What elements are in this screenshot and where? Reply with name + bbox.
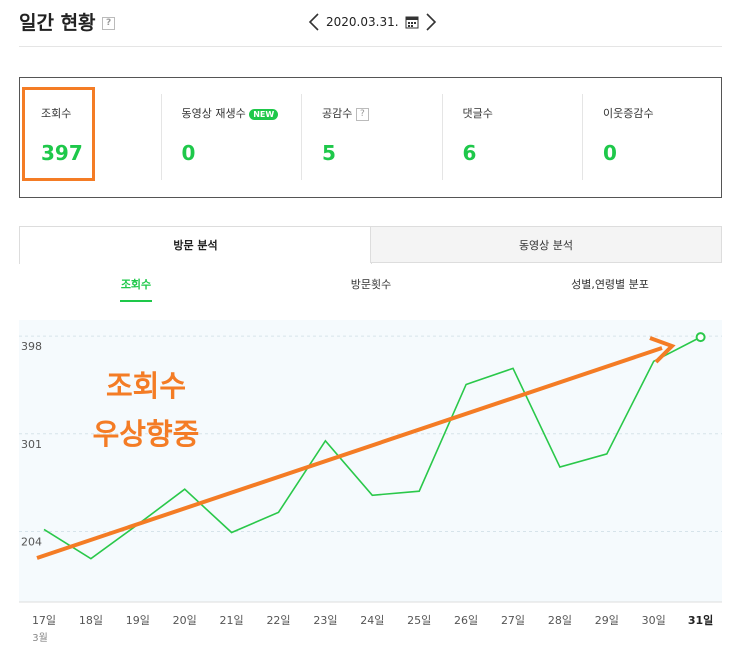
date-nav: 2020.03.31. bbox=[308, 10, 437, 34]
x-tick-label: 25일 bbox=[407, 613, 431, 627]
stat-label-text: 공감수 bbox=[322, 107, 353, 120]
point-marker bbox=[695, 332, 706, 343]
separator bbox=[441, 94, 443, 180]
tab[interactable]: 동영상 분석 bbox=[370, 226, 722, 263]
help-icon: ? bbox=[355, 107, 369, 121]
divider bbox=[19, 46, 722, 47]
y-tick-label: 398 bbox=[21, 340, 42, 353]
annotation-arrow bbox=[36, 346, 663, 560]
annotation-text: 조회수 bbox=[106, 369, 186, 403]
stat-value: 5 bbox=[322, 141, 336, 165]
x-tick-label: 20일 bbox=[173, 613, 197, 627]
separator bbox=[301, 94, 302, 180]
x-tick-label: 23일 bbox=[313, 613, 337, 627]
stat: 동영상 재생수 NEW 0 bbox=[160, 77, 300, 197]
calendar-icon[interactable] bbox=[405, 15, 419, 29]
x-tick-label: 30일 bbox=[642, 613, 666, 627]
x-tick-label: 18일 bbox=[79, 613, 103, 627]
stat-label-text: 동영상 재생수 bbox=[181, 107, 246, 120]
x-tick-label: 29일 bbox=[595, 613, 619, 627]
subtab-underline bbox=[120, 300, 152, 302]
x-tick-label: 22일 bbox=[266, 613, 290, 627]
x-tick-label: 26일 bbox=[454, 613, 478, 627]
stat-label-text: 댓글수 bbox=[462, 107, 493, 120]
stat-label: 동영상 재생수 NEW bbox=[182, 105, 279, 121]
separator bbox=[160, 94, 162, 180]
x-tick-label: 21일 bbox=[220, 613, 244, 627]
subtab[interactable]: 방문횟수 bbox=[350, 278, 392, 291]
prev-date[interactable] bbox=[308, 12, 320, 32]
next-date[interactable] bbox=[425, 12, 437, 32]
stat: 조회수 397 bbox=[19, 77, 159, 197]
x-tick-label: 24일 bbox=[360, 613, 384, 627]
page-title: 일간 현황 bbox=[19, 12, 96, 34]
stat-label: 댓글수 bbox=[463, 105, 493, 121]
subtab-active[interactable]: 조회수 bbox=[120, 278, 152, 291]
header: 일간 현황 ? bbox=[19, 8, 116, 35]
stat-label: 조회수 bbox=[41, 105, 71, 121]
stat-value: 0 bbox=[181, 141, 196, 165]
y-tick-label: 301 bbox=[21, 438, 42, 451]
stat-label: 이웃증감수 bbox=[603, 105, 654, 121]
x-tick-label: 28일 bbox=[548, 613, 572, 627]
x-tick-label: 19일 bbox=[126, 613, 150, 627]
y-tick-label: 204 bbox=[21, 536, 42, 549]
stat: 공감수 ? 5 bbox=[300, 77, 440, 197]
tab-active[interactable]: 방문 분석 bbox=[19, 226, 372, 264]
x-month-label: 3월 bbox=[32, 632, 48, 644]
summary-box bbox=[19, 77, 722, 198]
x-tick-label: 31일 bbox=[688, 613, 713, 627]
stat: 이웃증감수 0 bbox=[581, 77, 721, 197]
separator bbox=[582, 94, 583, 180]
new-badge: NEW bbox=[249, 108, 279, 120]
annotation-arrowhead bbox=[649, 336, 676, 364]
series-line bbox=[43, 336, 701, 560]
help-icon[interactable]: ? bbox=[102, 17, 116, 30]
stat-value: 6 bbox=[462, 141, 477, 165]
stat-label-text: 조회수 bbox=[41, 107, 72, 120]
highlight-box bbox=[22, 87, 95, 181]
stat: 댓글수 6 bbox=[441, 77, 581, 197]
annotation-text: 우상향중 bbox=[93, 417, 200, 451]
date: 2020.03.31. bbox=[326, 15, 399, 29]
subtab[interactable]: 성별,연령별 분포 bbox=[571, 278, 649, 291]
x-tick-label: 27일 bbox=[501, 613, 525, 627]
stat-label-text: 이웃증감수 bbox=[603, 107, 654, 120]
stat-value: 397 bbox=[41, 141, 83, 165]
stat-label: 공감수 ? bbox=[322, 105, 369, 121]
x-tick-label: 17일 bbox=[32, 613, 56, 627]
stat-value: 0 bbox=[603, 141, 617, 165]
